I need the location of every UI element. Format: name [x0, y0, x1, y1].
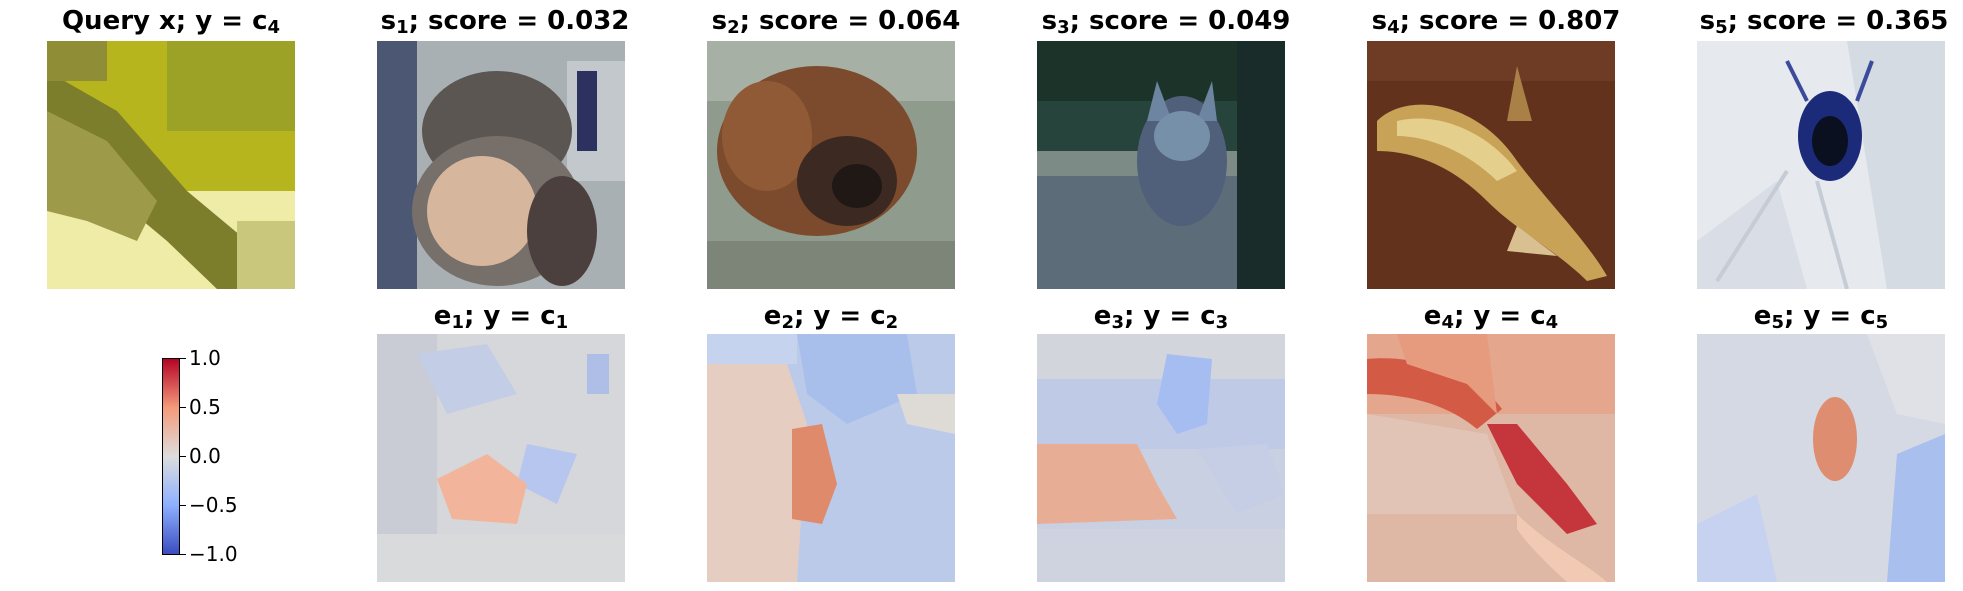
colorbar-tick	[180, 407, 186, 408]
colorbar-tick-label: 0.5	[189, 395, 221, 419]
colorbar-tick-label: 0.0	[189, 444, 221, 468]
explanation-4-heatmap	[1367, 334, 1615, 582]
sample-1-image	[377, 41, 625, 289]
sample-2-title: s2; score = 0.064	[711, 6, 961, 38]
colorbar-tick-label: 1.0	[189, 346, 221, 370]
colorbar-tick-label: −0.5	[189, 493, 238, 517]
explanation-1-title: e1; y = c1	[433, 301, 569, 333]
explanation-5-heatmap	[1697, 334, 1945, 582]
query-image	[47, 41, 295, 289]
explanation-2-heatmap	[707, 334, 955, 582]
colorbar-tick	[180, 554, 186, 555]
query-title: Query x; y = c4	[61, 6, 281, 38]
colorbar	[162, 358, 180, 555]
sample-3-image	[1037, 41, 1285, 289]
colorbar-tick	[180, 358, 186, 359]
sample-4-image	[1367, 41, 1615, 289]
colorbar-tick-label: −1.0	[189, 542, 238, 566]
sample-5-image	[1697, 41, 1945, 289]
explanation-1-heatmap	[377, 334, 625, 582]
colorbar-tick	[180, 505, 186, 506]
explanation-2-title: e2; y = c2	[763, 301, 899, 333]
sample-5-title: s5; score = 0.365	[1699, 6, 1949, 38]
sample-2-image	[707, 41, 955, 289]
sample-3-title: s3; score = 0.049	[1041, 6, 1291, 38]
explanation-5-title: e5; y = c5	[1753, 301, 1889, 333]
sample-1-title: s1; score = 0.032	[380, 6, 630, 38]
explanation-4-title: e4; y = c4	[1423, 301, 1559, 333]
sample-4-title: s4; score = 0.807	[1371, 6, 1621, 38]
explanation-3-title: e3; y = c3	[1093, 301, 1229, 333]
explanation-3-heatmap	[1037, 334, 1285, 582]
colorbar-tick	[180, 456, 186, 457]
